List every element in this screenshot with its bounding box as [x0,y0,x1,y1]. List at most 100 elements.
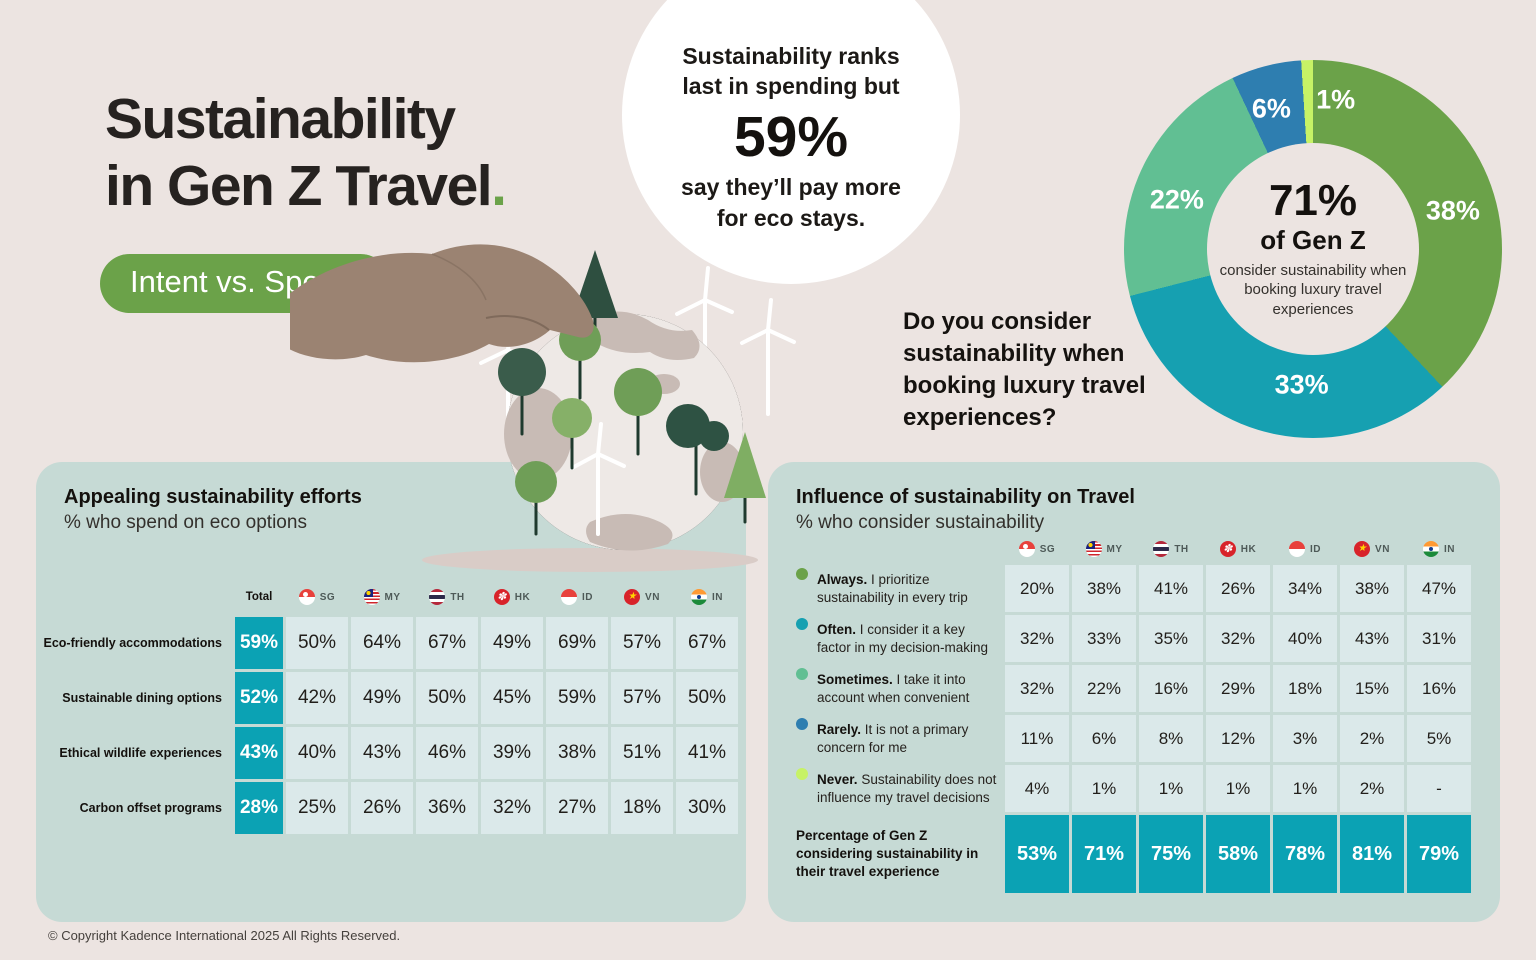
value-cell: 49% [481,617,543,669]
influence-panel: Influence of sustainability on Travel % … [768,462,1500,922]
legend-desc: It is not a primary concern for me [817,722,969,755]
col-header-in: IN [676,580,738,614]
value-cell: 26% [351,782,413,834]
legend-dot-never [796,768,808,780]
legend-desc: Sustainability does not influence my tra… [817,772,997,805]
legend-desc: I take it into account when convenient [817,672,970,705]
value-cell: 1% [1206,765,1270,812]
title-line2: in Gen Z Travel [105,153,493,218]
donut-center-stat: 71% [1268,175,1358,225]
donut-center-desc: consider sustainability when booking lux… [1219,261,1407,318]
col-header-id: ID [546,580,608,614]
influence-panel-subtitle: % who consider sustainability [796,512,1045,533]
value-cell: 3% [1273,715,1337,762]
donut-question: Do you consider sustainability when book… [903,308,1146,431]
hand-illustration [290,244,594,363]
value-cell: 32% [481,782,543,834]
total-value-cell: 53% [1005,815,1069,893]
page-title: Sustainability in Gen Z Travel. [105,86,507,219]
value-cell: 39% [481,727,543,779]
legend-word: Rarely. [817,722,862,738]
value-cell: 33% [1072,615,1136,662]
value-cell: 42% [286,672,348,724]
earth-planting-illustration [290,244,796,572]
donut-center-label: of Gen Z [1260,224,1366,255]
value-cell: 38% [1072,565,1136,612]
col-header-total: Total [245,591,273,603]
corner-cell [794,536,1002,562]
value-cell-total: 59% [235,617,283,669]
donut-chart: 71% of Gen Z consider sustainability whe… [1124,60,1502,438]
indonesia-flag-icon [561,589,577,605]
value-cell: 57% [611,617,673,669]
legend-dot-always [796,568,808,580]
legend-desc: I prioritize sustainability in every tri… [817,572,968,605]
value-cell: 38% [546,727,608,779]
value-cell: 1% [1072,765,1136,812]
value-cell: 6% [1072,715,1136,762]
donut-center: 71% of Gen Z consider sustainability whe… [1207,143,1419,355]
corner-cell [46,580,232,614]
legend-dot-often [796,618,808,630]
value-cell: 11% [1005,715,1069,762]
legend-item-never: Never. Sustainability does not influence… [794,765,1002,812]
value-cell: 36% [416,782,478,834]
col-header-my: MY [1072,536,1136,562]
thailand-flag-icon [1153,541,1170,557]
legend-item-always: Always. I prioritize sustainability in e… [794,565,1002,612]
copyright-text: © Copyright Kadence International 2025 A… [48,928,401,943]
value-cell: 67% [676,617,738,669]
col-header-id: ID [1273,536,1337,562]
value-cell-total: 52% [235,672,283,724]
value-cell: 51% [611,727,673,779]
row-label: Sustainable dining options [62,691,222,705]
value-cell: 40% [286,727,348,779]
vietnam-flag-icon [624,589,641,605]
value-cell: 31% [1407,615,1471,662]
legend-word: Always. [817,572,868,588]
legend-item-rarely: Rarely. It is not a primary concern for … [794,715,1002,762]
total-value-cell: 75% [1139,815,1203,893]
slice-label-often: 33% [1274,369,1329,400]
total-value-cell: 58% [1206,815,1270,893]
title-line1: Sustainability [105,87,456,151]
row-label: Ethical wildlife experiences [59,746,222,760]
value-cell: 47% [1407,565,1471,612]
value-cell: 43% [351,727,413,779]
value-cell: 49% [351,672,413,724]
value-cell: 29% [1206,665,1270,712]
legend-word: Often. [817,622,856,638]
value-cell: 40% [1273,615,1337,662]
row-label: Eco-friendly accommodations [43,636,222,650]
slice-label-always: 38% [1425,195,1480,226]
title-accent-period: . [491,153,507,218]
value-cell: 34% [1273,565,1337,612]
value-cell: 1% [1273,765,1337,812]
singapore-flag-icon [298,589,315,605]
vietnam-flag-icon [1354,541,1371,557]
value-cell: 35% [1139,615,1203,662]
value-cell: 50% [416,672,478,724]
bubble-outro: say they’ll pay more for eco stays. [681,174,901,231]
eco-spend-table: Total SG MY TH HK ID VN IN Eco-friendly … [43,580,738,834]
value-cell: 18% [611,782,673,834]
legend-word: Never. [817,772,858,788]
total-value-cell: 71% [1072,815,1136,893]
value-cell: 8% [1139,715,1203,762]
col-header-vn: VN [611,580,673,614]
col-header-sg: SG [1005,536,1069,562]
value-cell: 45% [481,672,543,724]
col-header-hk: HK [481,580,543,614]
bubble-stat: 59% [733,104,849,169]
value-cell: 27% [546,782,608,834]
col-header-th: TH [1139,536,1203,562]
total-row-label: Percentage of Gen Z considering sustaina… [796,827,979,880]
col-header-vn: VN [1340,536,1404,562]
malaysia-flag-icon [1085,541,1102,557]
value-cell: 69% [546,617,608,669]
slice-label-rarely: 6% [1251,93,1291,124]
india-flag-icon [691,589,707,605]
influence-panel-title: Influence of sustainability on Travel [796,486,1135,508]
value-cell: 59% [546,672,608,724]
value-cell: 22% [1072,665,1136,712]
